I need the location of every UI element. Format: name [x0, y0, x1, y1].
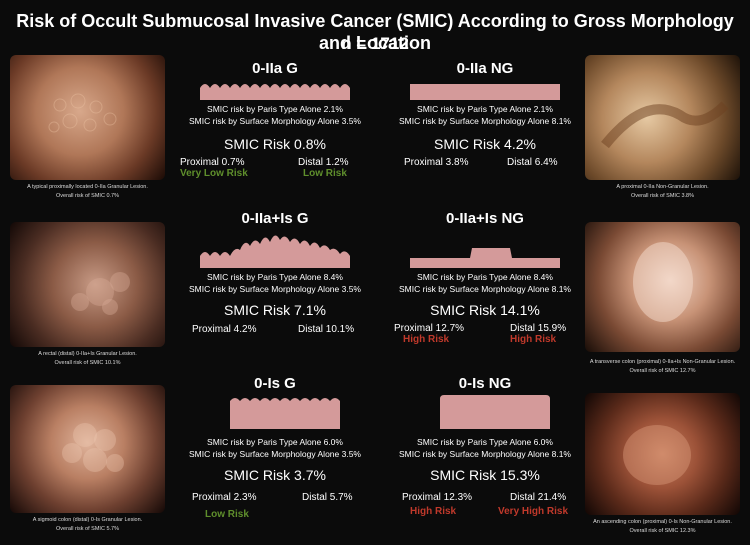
proximal-risk-tag: High Risk [403, 334, 450, 345]
proximal-risk-tag: Low Risk [205, 509, 249, 520]
photo-caption: A proximal 0-IIa Non-Granular Lesion. Ov… [585, 183, 740, 201]
panel-0-Is-G: 0-Is G SMIC risk by Paris Type Alone 6.0… [180, 375, 370, 545]
caption-line: Overall risk of SMIC 5.7% [56, 526, 119, 532]
smic-risk-text: SMIC Risk 4.2% [434, 136, 536, 152]
lesion-profile-sessile-granular-icon [230, 398, 340, 429]
caption-line: Overall risk of SMIC 12.3% [629, 528, 696, 534]
proximal-risk-text: Proximal 4.2% [192, 324, 257, 335]
surface-risk-text: SMIC risk by Surface Morphology Alone 3.… [189, 449, 361, 459]
distal-risk-tag: Low Risk [303, 168, 347, 179]
smic-risk-text: SMIC Risk 14.1% [430, 302, 540, 318]
lesion-texture [623, 425, 691, 485]
paris-risk-text: SMIC risk by Paris Type Alone 8.4% [207, 272, 343, 282]
lesion-texture [48, 93, 117, 133]
endoscopy-image-0-IIa-Is-NG [585, 222, 740, 352]
paris-risk-text: SMIC risk by Paris Type Alone 6.0% [207, 437, 343, 447]
photo-caption: A typical proximally located 0-IIa Granu… [10, 183, 165, 201]
photo-caption: A transverse colon (proximal) 0-IIa+Is N… [585, 358, 740, 376]
smic-risk-text: SMIC Risk 0.8% [224, 136, 326, 152]
photo-caption: A rectal (distal) 0-IIa+Is Granular Lesi… [10, 350, 165, 368]
endoscopy-image-0-IIa-Is-G [10, 222, 165, 347]
proximal-risk-tag: Very Low Risk [180, 168, 248, 179]
caption-line: Overall risk of SMIC 12.7% [629, 368, 696, 374]
lesion-profile-flat-granular-icon [200, 84, 350, 100]
lesion-profile-mixed-granular-icon [200, 235, 350, 268]
paris-risk-text: SMIC risk by Paris Type Alone 2.1% [207, 104, 343, 114]
endoscopy-image-0-Is-NG [585, 393, 740, 515]
surface-risk-text: SMIC risk by Surface Morphology Alone 3.… [189, 116, 361, 126]
distal-risk-text: Distal 10.1% [298, 324, 355, 335]
page-title: Risk of Occult Submucosal Invasive Cance… [16, 11, 734, 53]
smic-risk-text: SMIC Risk 3.7% [224, 467, 326, 483]
distal-risk-text: Distal 6.4% [507, 157, 558, 168]
page-subtitle: n = 1712 [341, 34, 409, 53]
panel-0-IIa-NG: 0-IIa NG SMIC risk by Paris Type Alone 2… [390, 60, 580, 230]
panel-title: 0-IIa NG [456, 60, 514, 77]
proximal-risk-text: Proximal 2.3% [192, 492, 257, 503]
caption-line: A rectal (distal) 0-IIa+Is Granular Lesi… [38, 351, 137, 357]
endoscopy-image-0-IIa-G [10, 55, 165, 180]
distal-risk-text: Distal 1.2% [298, 157, 349, 168]
smic-risk-text: SMIC Risk 7.1% [224, 302, 326, 318]
distal-risk-text: Distal 5.7% [302, 492, 353, 503]
proximal-risk-text: Proximal 3.8% [404, 157, 469, 168]
lesion-profile-sessile-nongranular-icon [440, 395, 550, 429]
surface-risk-text: SMIC risk by Surface Morphology Alone 3.… [189, 284, 361, 294]
caption-line: A typical proximally located 0-IIa Granu… [27, 184, 148, 190]
caption-line: An ascending colon (proximal) 0-Is Non-G… [593, 519, 732, 525]
proximal-risk-tag: High Risk [410, 506, 457, 517]
panel-title: 0-IIa G [252, 60, 298, 77]
lesion-texture [71, 272, 130, 315]
lesion-texture [633, 242, 693, 322]
caption-line: Overall risk of SMIC 3.8% [631, 193, 694, 199]
panel-0-IIa-Is-G: 0-IIa+Is G SMIC risk by Paris Type Alone… [180, 210, 370, 380]
photo-caption: A sigmoid colon (distal) 0-Is Granular L… [10, 516, 165, 534]
panel-title: 0-IIa+Is G [241, 210, 309, 227]
caption-line: A transverse colon (proximal) 0-IIa+Is N… [589, 359, 736, 365]
panel-0-IIa-Is-NG: 0-IIa+Is NG SMIC risk by Paris Type Alon… [390, 210, 580, 380]
paris-risk-text: SMIC risk by Paris Type Alone 8.4% [417, 272, 553, 282]
lesion-profile-mixed-nongranular-icon [410, 248, 560, 268]
proximal-risk-text: Proximal 0.7% [180, 157, 245, 168]
paris-risk-text: SMIC risk by Paris Type Alone 6.0% [417, 437, 553, 447]
distal-risk-tag: Very High Risk [498, 506, 569, 517]
lesion-texture [601, 101, 729, 149]
surface-risk-text: SMIC risk by Surface Morphology Alone 8.… [399, 116, 571, 126]
distal-risk-text: Distal 15.9% [510, 323, 567, 334]
endoscopy-image-0-Is-G [10, 385, 165, 513]
lesion-texture [62, 423, 124, 472]
surface-risk-text: SMIC risk by Surface Morphology Alone 8.… [399, 449, 571, 459]
surface-risk-text: SMIC risk by Surface Morphology Alone 8.… [399, 284, 571, 294]
caption-line: Overall risk of SMIC 10.1% [54, 360, 121, 366]
distal-risk-tag: High Risk [510, 334, 557, 345]
caption-line: A sigmoid colon (distal) 0-Is Granular L… [32, 517, 143, 523]
panel-0-Is-NG: 0-Is NG SMIC risk by Paris Type Alone 6.… [390, 375, 580, 545]
lesion-profile-flat-nongranular-icon [410, 84, 560, 100]
panel-title: 0-IIa+Is NG [446, 210, 524, 227]
proximal-risk-text: Proximal 12.7% [394, 323, 465, 334]
caption-line: Overall risk of SMIC 0.7% [56, 193, 119, 199]
caption-line: A proximal 0-IIa Non-Granular Lesion. [616, 184, 709, 190]
panel-title: 0-Is G [254, 375, 296, 392]
paris-risk-text: SMIC risk by Paris Type Alone 2.1% [417, 104, 553, 114]
endoscopy-image-0-IIa-NG [585, 55, 740, 180]
smic-risk-text: SMIC Risk 15.3% [430, 467, 540, 483]
photo-caption: An ascending colon (proximal) 0-Is Non-G… [585, 518, 740, 536]
distal-risk-text: Distal 21.4% [510, 492, 567, 503]
panel-title: 0-Is NG [458, 375, 512, 392]
panel-0-IIa-G: 0-IIa G SMIC risk by Paris Type Alone 2.… [180, 60, 370, 230]
proximal-risk-text: Proximal 12.3% [402, 492, 473, 503]
